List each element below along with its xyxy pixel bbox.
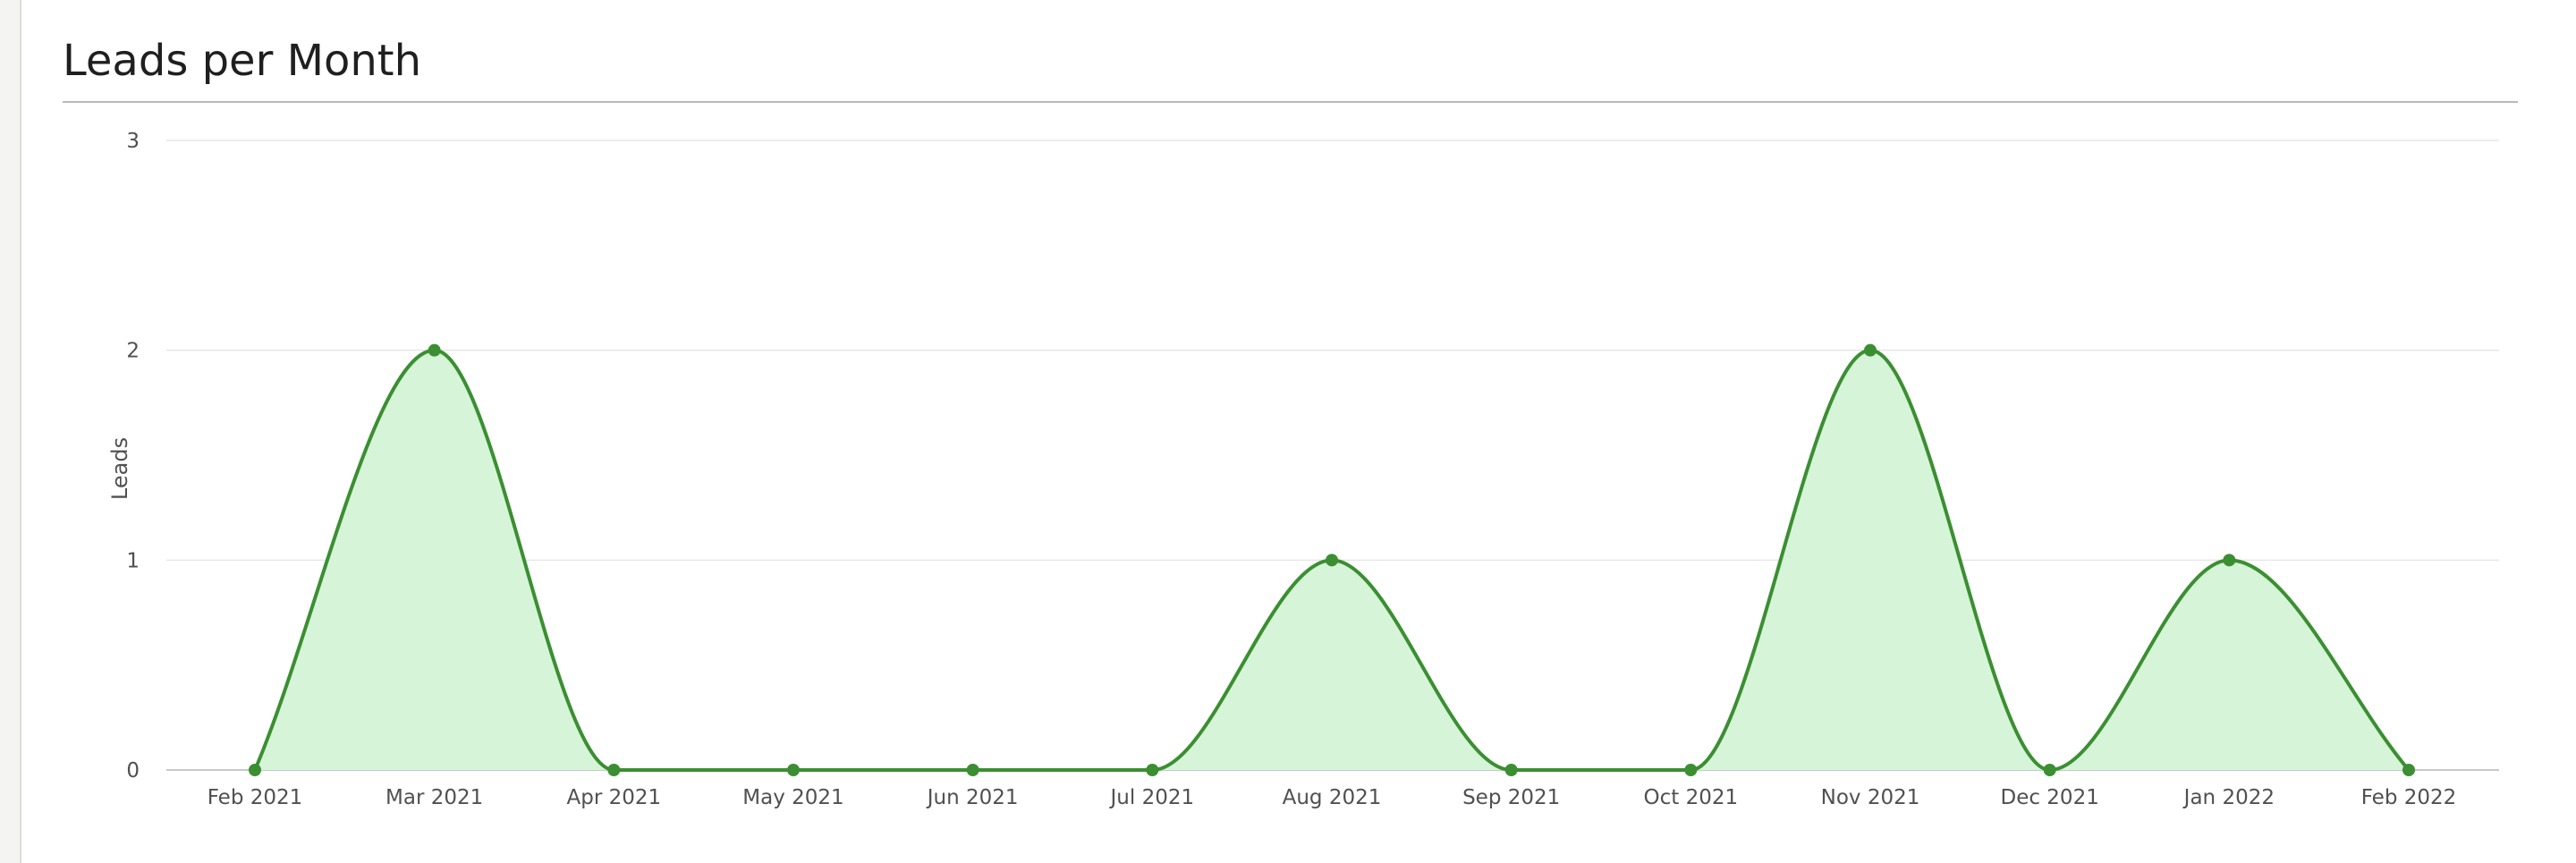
- point-layer[interactable]: [249, 343, 2415, 776]
- y-tick-label: 1: [126, 549, 140, 572]
- x-tick-label: Feb 2021: [208, 786, 303, 809]
- x-tick-label: Nov 2021: [1821, 786, 1920, 809]
- x-tick-label: Sep 2021: [1462, 786, 1560, 809]
- y-tick-label: 2: [126, 340, 140, 363]
- y-axis-title: Leads: [107, 437, 132, 500]
- label-layer: 0 1 2 3 Feb 2021 Mar 2021 Apr 2021 May 2021 Jun …: [107, 130, 2456, 809]
- data-point[interactable]: [1864, 343, 1877, 357]
- data-point[interactable]: [1326, 554, 1338, 567]
- y-tick-label: 0: [126, 759, 140, 783]
- title-divider: [63, 101, 2518, 103]
- data-point[interactable]: [1504, 764, 1518, 776]
- y-tick-label: 3: [126, 130, 140, 153]
- x-tick-label: Apr 2021: [567, 786, 662, 809]
- x-tick-label: Jun 2021: [926, 786, 1019, 809]
- x-tick-label: Jan 2022: [2182, 786, 2275, 809]
- chart-title: Leads per Month: [63, 36, 422, 86]
- x-tick-label: Feb 2022: [2361, 786, 2457, 809]
- leads-chart: 0 1 2 3 Feb 2021 Mar 2021 Apr 2021 May 2021 Jun …: [107, 130, 2499, 809]
- data-point[interactable]: [1684, 764, 1698, 776]
- x-tick-label: Oct 2021: [1644, 786, 1739, 809]
- data-point[interactable]: [428, 343, 441, 357]
- data-point[interactable]: [2223, 554, 2236, 567]
- data-point[interactable]: [249, 764, 261, 776]
- x-tick-label: Jul 2021: [1109, 786, 1195, 809]
- data-point[interactable]: [1146, 764, 1159, 776]
- data-point[interactable]: [966, 764, 979, 776]
- x-tick-label: May 2021: [742, 786, 843, 809]
- x-tick-label: Mar 2021: [386, 786, 483, 809]
- data-point[interactable]: [607, 764, 621, 776]
- chart-card: Leads per Month 0 1 2 3 Feb 2021 Mar 2021 Apr …: [20, 0, 2576, 863]
- x-tick-label: Aug 2021: [1283, 786, 1382, 809]
- data-point[interactable]: [2043, 764, 2056, 776]
- x-tick-label: Dec 2021: [2000, 786, 2098, 809]
- data-point[interactable]: [787, 764, 800, 776]
- data-point[interactable]: [2402, 764, 2415, 776]
